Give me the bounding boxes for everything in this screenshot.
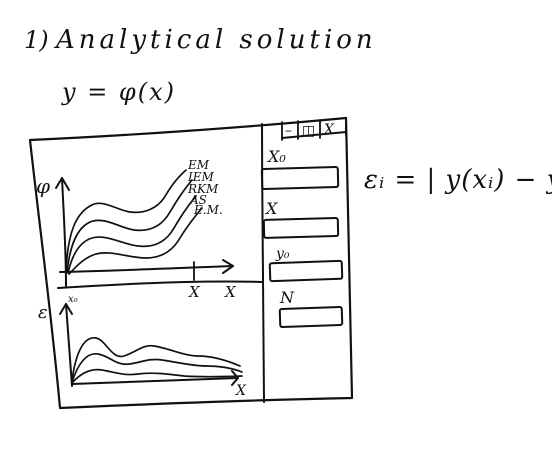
curve-error-rkm	[71, 353, 243, 383]
close-button[interactable]: X	[323, 117, 347, 138]
top-plot-x-label: X	[224, 283, 237, 301]
title-bar-line	[281, 131, 347, 139]
curve-error-em	[71, 337, 241, 381]
x0-input[interactable]	[260, 166, 340, 190]
y0-input[interactable]	[268, 259, 344, 283]
y0-label: y₀	[275, 246, 290, 262]
top-plot-y-axis	[61, 177, 67, 287]
bottom-plot-y-label: ε	[38, 302, 48, 323]
legend-as: AS	[189, 193, 207, 207]
close-icon: X	[323, 122, 335, 138]
legend-rkm: RKM	[187, 182, 219, 196]
curve-em	[68, 207, 203, 275]
maximize-icon: ◫	[302, 123, 315, 139]
plot-divider	[57, 280, 263, 289]
minimize-button[interactable]: –	[281, 120, 299, 141]
app-window	[28, 116, 354, 410]
maximize-button[interactable]: ◫	[302, 119, 321, 139]
input-panel: X₀ X y₀ N	[260, 147, 344, 329]
n-label: N	[279, 288, 295, 307]
x-input[interactable]	[262, 217, 340, 239]
heading-title: Analytical solution	[54, 25, 377, 55]
bottom-plot-x-arrow	[231, 370, 239, 386]
solution-plot: φ X X EM IEM RKM AS E.M.	[36, 158, 237, 301]
legend-em: EM	[187, 158, 210, 172]
top-plot-x-axis	[59, 265, 234, 273]
top-plot-x-arrow	[222, 259, 234, 274]
top-plot-y-label: φ	[36, 174, 50, 198]
x-label: X	[264, 199, 278, 218]
bottom-plot-y-arrow	[59, 303, 73, 315]
panel-divider	[261, 123, 265, 403]
minimize-icon: –	[285, 123, 292, 139]
curve-iem	[65, 169, 187, 271]
n-input[interactable]	[278, 305, 344, 329]
bottom-plot-y-axis	[65, 303, 73, 387]
x0-label: X₀	[266, 147, 286, 166]
bottom-plot-x-label: X	[235, 383, 247, 399]
legend-iem: IEM	[187, 170, 215, 184]
heading-formula: y = φ(x)	[61, 78, 176, 106]
curve-note: E.M.	[193, 203, 223, 217]
curve-error-as	[71, 368, 243, 384]
top-plot-x-marker-label: X	[188, 283, 201, 301]
curve-as	[67, 195, 197, 274]
window-controls: – ◫ X	[281, 117, 347, 141]
bottom-plot-x-axis	[71, 377, 239, 385]
error-plot: ε x₀ X	[38, 294, 247, 399]
top-plot-y-arrow	[55, 177, 70, 191]
window-frame	[28, 116, 354, 410]
heading-number: 1)	[24, 26, 49, 54]
bottom-plot-x0-label: x₀	[68, 294, 78, 305]
curve-rkm	[66, 179, 193, 273]
error-formula: εᵢ = | y(xᵢ) − yᵢ |	[364, 165, 552, 195]
